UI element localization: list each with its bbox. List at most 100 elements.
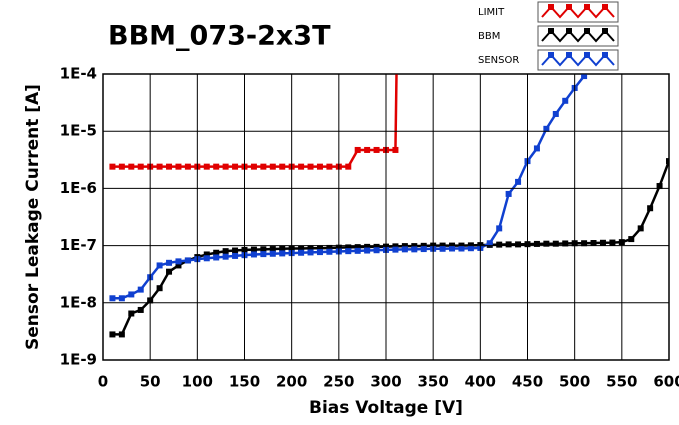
data-point xyxy=(373,247,380,254)
data-point xyxy=(420,246,427,253)
data-point xyxy=(232,163,239,170)
data-point xyxy=(269,163,276,170)
data-point xyxy=(439,245,446,252)
data-point xyxy=(250,246,257,253)
data-point xyxy=(449,245,456,252)
data-point xyxy=(222,253,229,260)
data-point xyxy=(166,163,173,170)
data-point xyxy=(609,239,616,246)
chart-title: BBM_073-2x3T xyxy=(108,21,331,52)
legend-marker xyxy=(566,28,572,34)
data-point xyxy=(250,163,257,170)
data-point xyxy=(647,205,654,212)
data-point xyxy=(533,240,540,247)
x-tick-label: 50 xyxy=(140,373,161,391)
data-point xyxy=(166,259,173,266)
data-point xyxy=(175,262,182,269)
data-point xyxy=(515,178,522,185)
data-point xyxy=(394,14,400,20)
data-point xyxy=(590,240,597,247)
legend-marker xyxy=(566,52,572,58)
y-tick-label: 1E-9 xyxy=(60,351,97,369)
data-point xyxy=(345,163,352,170)
data-point xyxy=(184,257,191,264)
data-point xyxy=(354,146,361,153)
legend-label: BBM xyxy=(478,31,500,42)
data-point xyxy=(203,255,210,262)
data-point xyxy=(552,110,559,117)
x-tick-label: 0 xyxy=(98,373,108,391)
legend-label: SENSOR xyxy=(478,55,519,66)
data-point xyxy=(269,250,276,257)
y-tick-label: 1E-6 xyxy=(60,179,97,197)
data-point xyxy=(213,163,220,170)
data-point xyxy=(562,240,569,247)
data-point xyxy=(364,146,371,153)
data-point xyxy=(184,163,191,170)
data-point xyxy=(279,163,286,170)
data-point xyxy=(166,268,173,275)
data-point xyxy=(260,251,267,258)
data-point xyxy=(128,291,135,298)
x-tick-label: 600 xyxy=(653,373,679,391)
data-point xyxy=(326,163,333,170)
data-point xyxy=(203,251,210,258)
legend-marker xyxy=(584,28,590,34)
x-tick-label: 250 xyxy=(323,373,354,391)
data-point xyxy=(354,244,361,251)
data-point xyxy=(467,245,474,252)
data-point xyxy=(307,163,314,170)
data-point xyxy=(581,240,588,247)
legend-marker xyxy=(602,4,608,10)
legend-marker xyxy=(548,4,554,10)
data-point xyxy=(552,240,559,247)
data-point xyxy=(656,183,663,190)
data-point xyxy=(505,241,512,248)
legend-marker xyxy=(602,28,608,34)
data-point xyxy=(628,236,635,243)
data-point xyxy=(326,244,333,251)
data-point xyxy=(279,245,286,252)
data-point xyxy=(118,295,125,302)
data-point xyxy=(515,241,522,248)
data-point xyxy=(213,254,220,261)
y-axis-label: Sensor Leakage Current [A] xyxy=(23,84,43,350)
data-point xyxy=(128,310,135,317)
data-point xyxy=(156,285,163,292)
data-point xyxy=(458,245,465,252)
data-point xyxy=(260,246,267,253)
legend-marker xyxy=(584,4,590,10)
data-point xyxy=(543,125,550,132)
legend-swatch xyxy=(541,5,615,19)
x-tick-label: 500 xyxy=(559,373,590,391)
data-point xyxy=(232,252,239,259)
data-point xyxy=(298,163,305,170)
x-tick-label: 150 xyxy=(229,373,260,391)
data-point xyxy=(269,246,276,253)
data-point xyxy=(260,163,267,170)
legend-marker xyxy=(548,52,554,58)
data-point xyxy=(486,240,493,247)
data-point xyxy=(109,163,116,170)
data-point xyxy=(345,248,352,255)
data-point xyxy=(203,163,210,170)
x-tick-label: 100 xyxy=(182,373,213,391)
data-point xyxy=(411,246,418,253)
legend-marker xyxy=(602,52,608,58)
data-point xyxy=(373,146,380,153)
data-point xyxy=(496,225,503,232)
data-point xyxy=(279,250,286,257)
data-point xyxy=(222,163,229,170)
legend-swatch xyxy=(541,53,615,67)
data-point xyxy=(401,246,408,253)
legend-swatch-box xyxy=(537,1,619,23)
data-point xyxy=(581,74,588,80)
data-point xyxy=(599,239,606,246)
data-point xyxy=(316,249,323,256)
data-point xyxy=(326,248,333,255)
x-tick-label: 200 xyxy=(276,373,307,391)
data-point xyxy=(298,249,305,256)
data-point xyxy=(118,331,125,338)
x-tick-label: 350 xyxy=(418,373,449,391)
